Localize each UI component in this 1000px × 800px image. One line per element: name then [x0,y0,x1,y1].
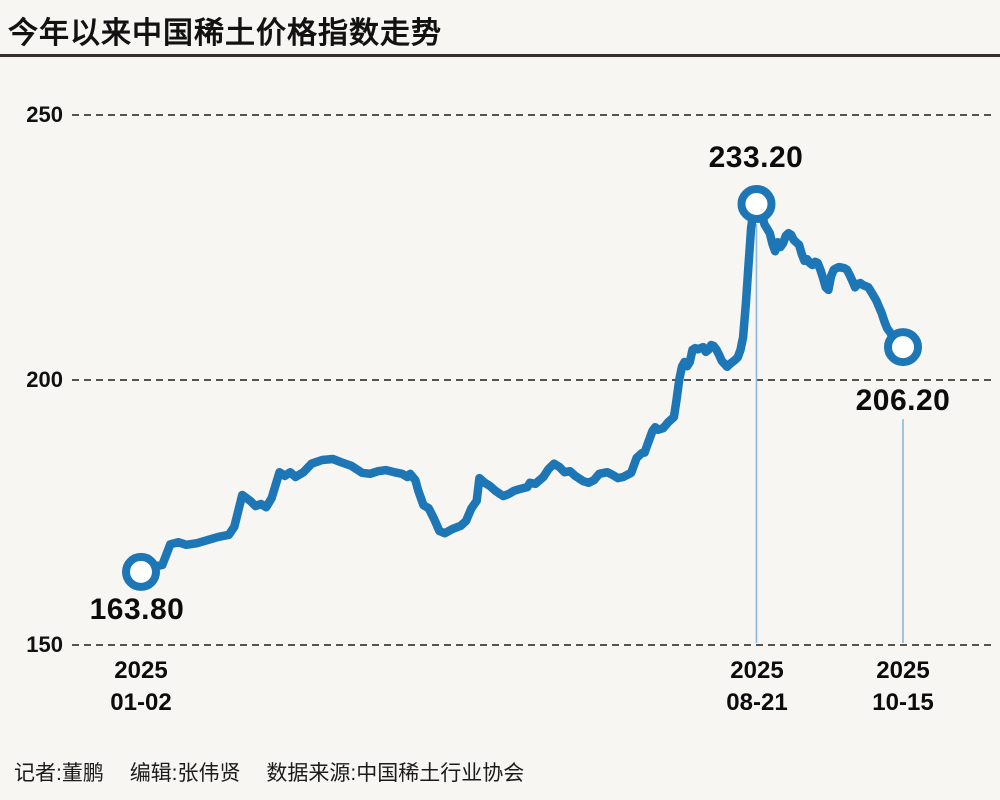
footer-reporter: 记者:董鹏 [14,762,104,785]
annotation-value-start: 163.80 [89,593,185,626]
marker-start [122,552,160,591]
x-axis-label-start: 2025 01-02 [81,655,201,719]
y-axis-tick-150: 150 [26,632,63,657]
x-label-date-peak: 08-21 [726,689,788,716]
x-label-year-peak: 2025 [730,657,784,684]
annotation-value-peak: 233.20 [708,141,804,174]
marker-peak [737,185,776,223]
footer-credits: 记者:董鹏 编辑:张伟贤 数据来源:中国稀土行业协会 [14,757,544,787]
x-label-date-start: 01-02 [110,689,172,716]
footer-source: 数据来源:中国稀土行业协会 [266,762,525,785]
price-index-series [136,199,908,577]
annotation-value-end: 206.20 [855,384,951,417]
marker-end [884,328,922,367]
y-axis-tick-250: 250 [26,102,63,127]
title-divider [0,54,1000,57]
x-axis-label-peak: 2025 08-21 [697,655,817,719]
x-axis-label-end: 2025 10-15 [843,655,963,719]
x-label-year-end: 2025 [876,657,930,684]
page-title: 今年以来中国稀土价格指数走势 [8,17,442,50]
y-axis-tick-200: 200 [26,367,63,392]
x-label-date-end: 10-15 [872,689,934,716]
footer-editor: 编辑:张伟贤 [129,762,241,785]
x-label-year-start: 2025 [114,657,168,684]
